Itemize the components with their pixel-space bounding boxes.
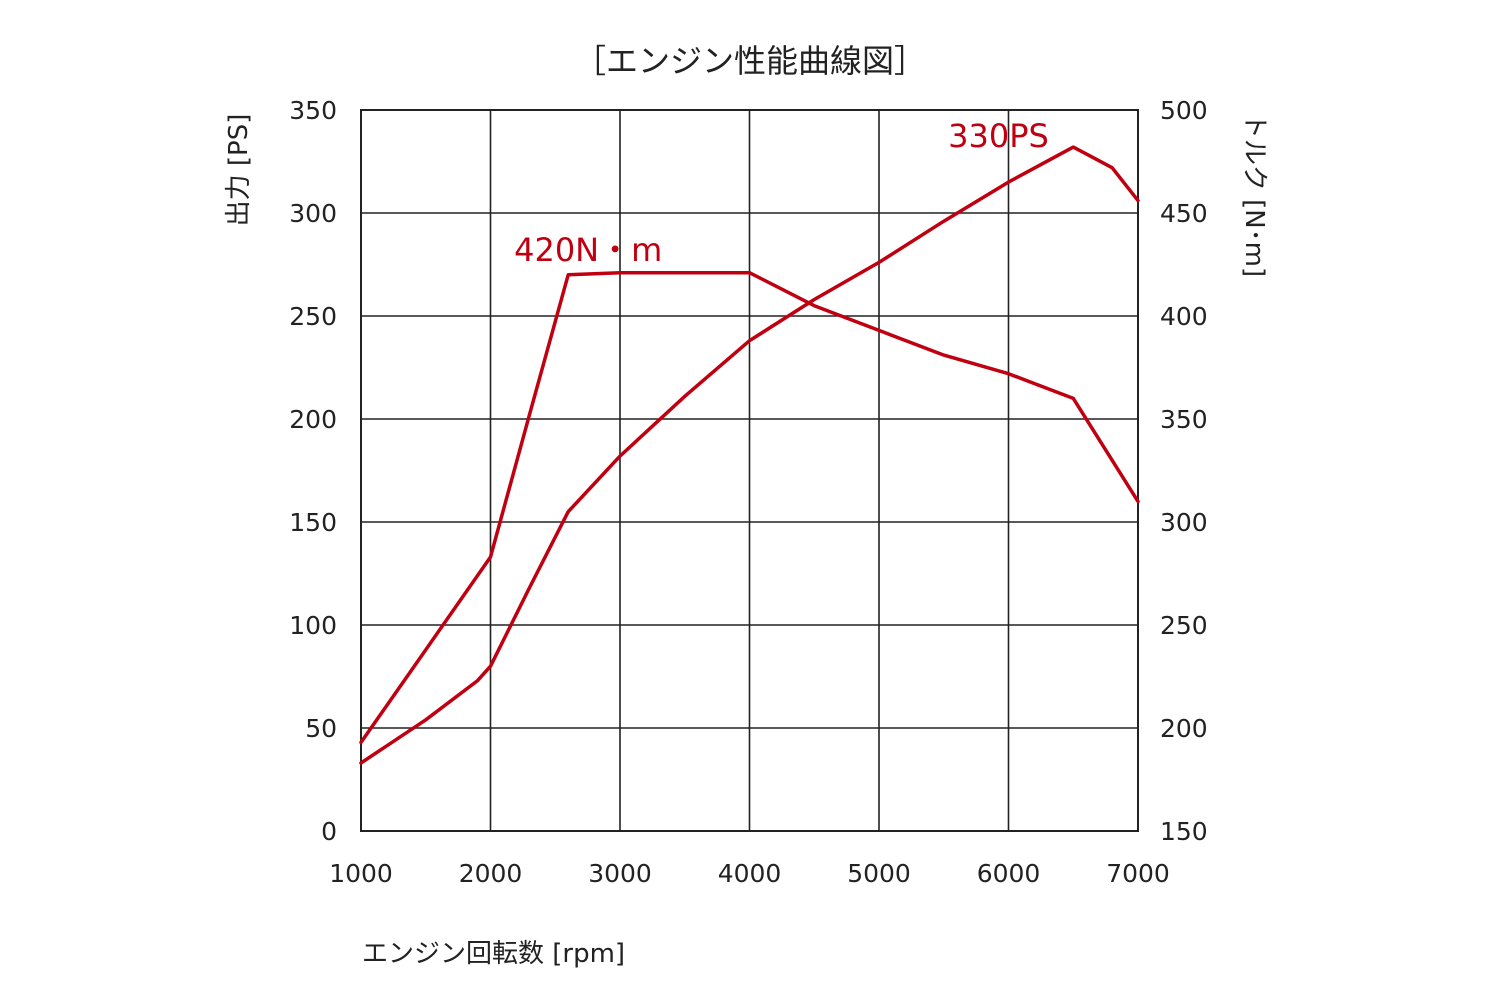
x-tick-label-1: 2000	[459, 859, 523, 888]
right-y-tick-label-7: 500	[1160, 96, 1208, 125]
right-y-axis-ticks: 150 200 250 300 350 400 450 500	[1160, 96, 1208, 846]
right-y-tick-label-3: 300	[1160, 508, 1208, 537]
x-axis-ticks: 1000 2000 3000 4000 5000 6000 7000	[329, 859, 1170, 888]
left-y-tick-label-3: 150	[289, 508, 337, 537]
right-y-tick-label-1: 200	[1160, 714, 1208, 743]
left-y-tick-label-0: 0	[321, 817, 337, 846]
torque-peak-annotation: 420N・m	[514, 231, 662, 269]
plot-frame	[360, 109, 1139, 832]
right-y-tick-label-4: 350	[1160, 405, 1208, 434]
left-y-axis-label: 出力 [PS]	[224, 114, 254, 227]
x-tick-label-4: 5000	[847, 859, 911, 888]
x-tick-label-0: 1000	[329, 859, 393, 888]
x-tick-label-2: 3000	[588, 859, 652, 888]
left-y-tick-label-5: 250	[289, 302, 337, 331]
right-y-tick-label-6: 450	[1160, 199, 1208, 228]
power-series-line	[359, 145, 1140, 765]
grid	[360, 109, 1139, 832]
left-y-tick-label-6: 300	[289, 199, 337, 228]
left-y-tick-label-7: 350	[289, 96, 337, 125]
right-y-tick-label-0: 150	[1160, 817, 1208, 846]
left-y-tick-label-2: 100	[289, 611, 337, 640]
x-tick-label-5: 6000	[977, 859, 1041, 888]
power-peak-annotation: 330PS	[948, 117, 1049, 155]
left-y-tick-label-1: 50	[305, 714, 337, 743]
series	[359, 145, 1140, 765]
torque-series-line	[359, 270, 1140, 745]
x-axis-label: エンジン回転数 [rpm]	[362, 939, 625, 969]
right-y-tick-label-2: 250	[1160, 611, 1208, 640]
right-y-tick-label-5: 400	[1160, 302, 1208, 331]
x-tick-label-6: 7000	[1106, 859, 1170, 888]
x-tick-label-3: 4000	[718, 859, 782, 888]
left-y-tick-label-4: 200	[289, 405, 337, 434]
chart-title: ［エンジン性能曲線図］	[574, 42, 926, 80]
right-y-axis-label: トルク [N･m]	[1239, 113, 1269, 277]
left-y-axis-ticks: 0 50 100 150 200 250 300 350	[289, 96, 337, 846]
